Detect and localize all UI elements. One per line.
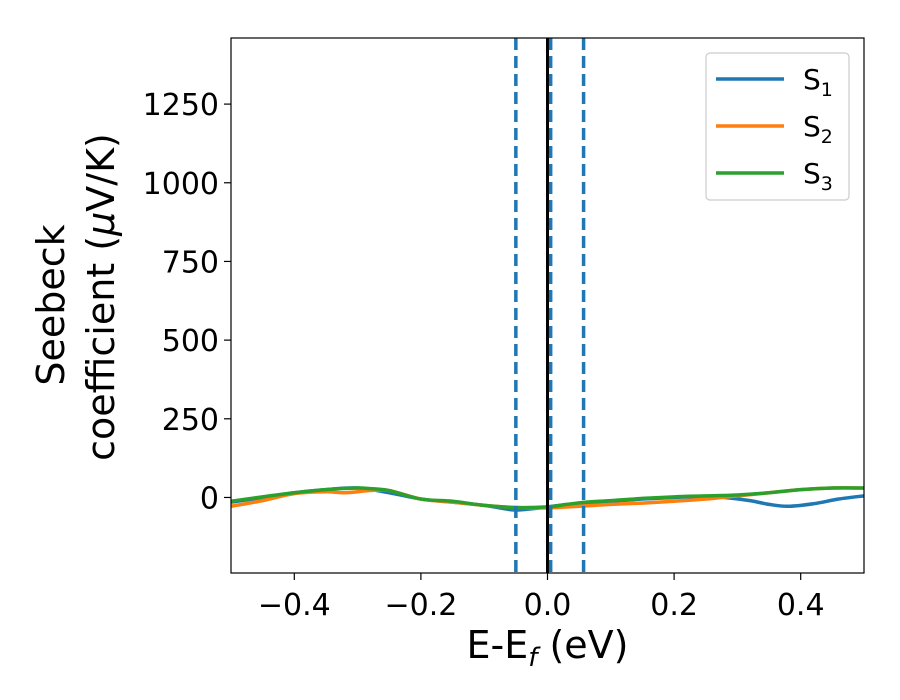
x-tick-label: −0.2 [384, 588, 457, 623]
y-tick-label: 500 [162, 324, 219, 359]
x-tick-label: −0.4 [258, 588, 331, 623]
legend: S1 S2 S3 [705, 52, 850, 201]
x-tick-label: 0.2 [650, 588, 698, 623]
x-tick-label: 0.0 [524, 588, 572, 623]
y-axis-label-line2: coefficient (μV/K) [79, 133, 123, 461]
y-tick-label: 250 [162, 403, 219, 438]
x-axis-label: E-Ef (eV) [467, 623, 629, 673]
y-tick-label: 0 [200, 481, 219, 516]
x-tick-label: 0.4 [777, 588, 825, 623]
legend-label-1: S1 [803, 63, 833, 101]
legend-label-2: S2 [803, 110, 833, 148]
y-axis-label-line1: Seebeck [29, 224, 73, 385]
y-tick-label: 750 [162, 245, 219, 280]
y-axis-label: Seebeck coefficient (μV/K) [29, 133, 123, 461]
legend-label-3: S3 [803, 157, 833, 195]
plot-clip-group [231, 38, 864, 573]
axes: −0.4 −0.2 0.0 0.2 0.4 0 250 500 750 1000 1250 E-Ef … [29, 37, 865, 673]
y-tick-label: 1250 [143, 88, 219, 123]
y-tick-label: 1000 [143, 167, 219, 202]
